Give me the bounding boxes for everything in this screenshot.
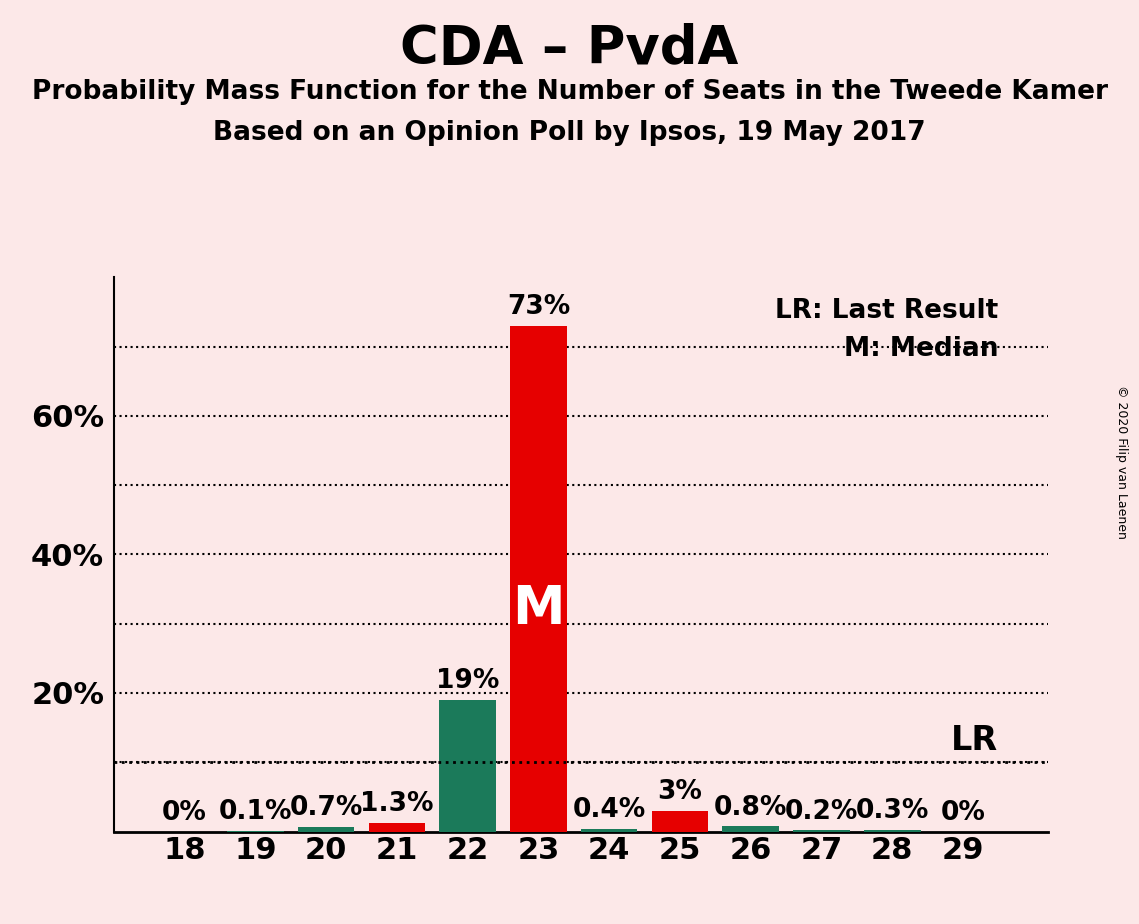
Bar <box>581 829 638 832</box>
Text: © 2020 Filip van Laenen: © 2020 Filip van Laenen <box>1115 385 1129 539</box>
Text: Probability Mass Function for the Number of Seats in the Tweede Kamer: Probability Mass Function for the Number… <box>32 79 1107 104</box>
Text: 73%: 73% <box>507 294 570 321</box>
Bar <box>369 822 425 832</box>
Text: CDA – PvdA: CDA – PvdA <box>400 23 739 75</box>
Text: 0.4%: 0.4% <box>573 797 646 823</box>
Text: LR: LR <box>951 723 999 757</box>
Bar <box>722 826 779 832</box>
Text: 0.3%: 0.3% <box>855 798 929 824</box>
Text: 1.3%: 1.3% <box>360 791 434 817</box>
Text: LR: Last Result: LR: Last Result <box>776 298 999 324</box>
Text: M: M <box>513 583 565 635</box>
Text: 19%: 19% <box>436 668 499 695</box>
Text: 0.8%: 0.8% <box>714 795 787 821</box>
Text: 0.7%: 0.7% <box>289 796 363 821</box>
Bar <box>440 700 495 832</box>
Text: M: Median: M: Median <box>844 336 999 362</box>
Text: Based on an Opinion Poll by Ipsos, 19 May 2017: Based on an Opinion Poll by Ipsos, 19 Ma… <box>213 120 926 146</box>
Text: 0.1%: 0.1% <box>219 799 293 825</box>
Bar <box>510 326 567 832</box>
Text: 0.2%: 0.2% <box>785 798 858 824</box>
Bar <box>298 827 354 832</box>
Bar <box>793 830 850 832</box>
Text: 3%: 3% <box>657 779 703 805</box>
Text: 0%: 0% <box>162 800 207 826</box>
Text: 0%: 0% <box>941 800 985 826</box>
Bar <box>863 830 920 832</box>
Bar <box>652 811 708 832</box>
